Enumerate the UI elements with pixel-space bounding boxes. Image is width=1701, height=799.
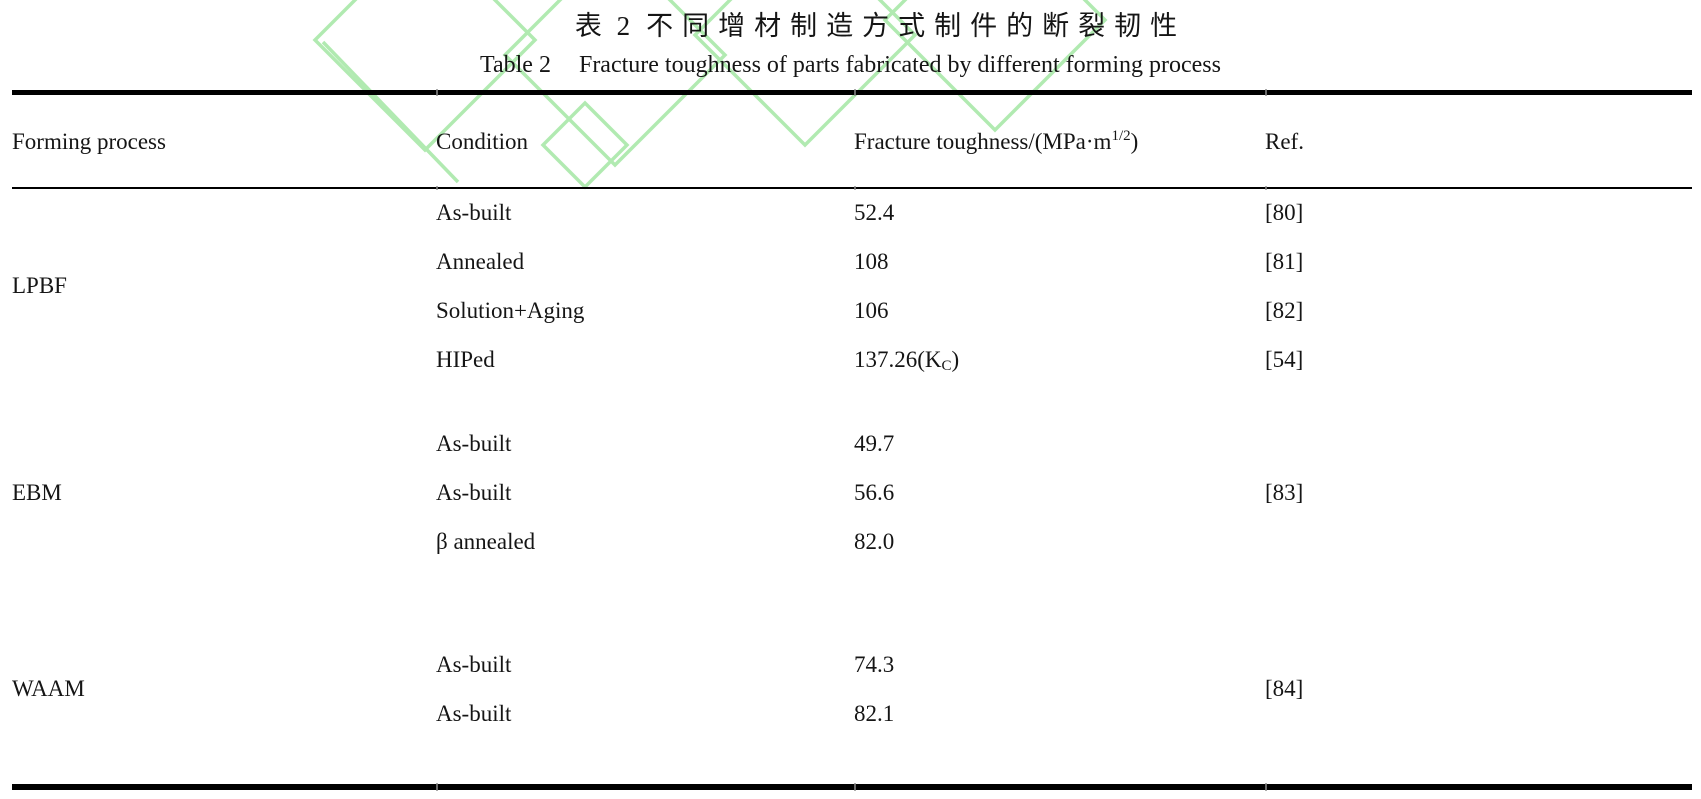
table-label-chinese: 表 2 [574,11,635,41]
condition-cell: HIPed [436,346,495,372]
watermark-diamond [692,0,918,148]
table-row: WAAM As-built 74.3 [84] [12,640,1692,702]
toughness-cell: 137.26(KC) [854,335,1265,384]
column-tick [1265,89,1267,96]
column-tick [1265,186,1267,190]
header-condition: Condition [436,128,529,154]
table-row: β annealed 82.0 [12,517,1692,566]
header-ref: Ref. [1265,128,1304,154]
watermark-diamond [502,0,728,168]
toughness-cell: 108 [854,248,889,274]
table-label-english: Table 2 [480,52,551,78]
ref-cell: [82] [1265,297,1304,323]
toughness-cell: 82.1 [854,700,895,726]
toughness-cell: 49.7 [854,430,895,456]
toughness-value-suffix: ) [951,346,960,372]
table-row: LPBF As-built 52.4 [80] [12,188,1692,299]
ref-cell: [80] [1265,199,1304,225]
condition-cell: As-built [436,199,512,225]
table-row: Solution+Aging 106 [82] [12,286,1692,335]
fracture-toughness-table: Forming process Condition Fracture tough… [12,95,1692,784]
header-toughness-exponent: 1/2 [1111,127,1131,144]
condition-cell: Annealed [436,248,525,274]
header-toughness-suffix: ) [1130,128,1139,154]
table-row: HIPed 137.26(KC) [54] [12,335,1692,384]
spacer-row [12,384,1692,419]
condition-cell: As-built [436,479,512,505]
condition-cell: Solution+Aging [436,297,585,323]
table-top-rule [12,89,1692,96]
toughness-subscript: C [941,357,952,374]
toughness-cell: 56.6 [854,479,895,505]
header-forming-process: Forming process [12,128,166,154]
column-tick [436,89,438,96]
column-tick [1265,783,1267,791]
column-tick [854,89,856,96]
watermark-line [321,40,460,184]
table-title-english: Table 2 Fracture toughness of parts fabri… [30,52,1671,79]
process-cell-lpbf: LPBF [12,273,67,298]
header-fracture-toughness: Fracture toughness/(MPa·m1/2) [854,95,1265,188]
toughness-cell: 52.4 [854,199,895,225]
column-tick [436,186,438,190]
toughness-cell: 82.0 [854,528,895,554]
column-tick [436,783,438,791]
table-header-rule [12,186,1692,190]
watermark-diamond [882,0,1108,133]
table-row: As-built 82.1 [12,689,1692,738]
column-tick [854,783,856,791]
ref-cell: [54] [1265,346,1304,372]
column-tick [854,186,856,190]
toughness-cell: 74.3 [854,651,895,677]
condition-cell: β annealed [436,528,536,554]
ref-cell-group: [84] [1265,676,1304,701]
header-row: Forming process Condition Fracture tough… [12,95,1692,188]
condition-cell: As-built [436,651,512,677]
table-title-chinese: 表 2 不同增材制造方式制件的断裂韧性 [60,4,1701,43]
table-bottom-rule [12,783,1692,791]
ref-cell: [81] [1265,248,1304,274]
table-title-english-text: Fracture toughness of parts fabricated b… [578,52,1221,78]
condition-cell: As-built [436,700,512,726]
table-row: EBM As-built 49.7 [83] [12,419,1692,505]
header-toughness-text: Fracture toughness/(MPa·m [854,128,1112,154]
spacer-row [12,738,1692,784]
spacer-row [12,566,1692,640]
table-title-chinese-text: 不同增材制造方式制件的断裂韧性 [646,11,1187,41]
condition-cell: As-built [436,430,512,456]
table-row: As-built 56.6 [12,468,1692,517]
table-row: Annealed 108 [81] [12,237,1692,286]
ref-cell-group: [83] [1265,479,1304,505]
toughness-value-text: 137.26(K [854,346,942,372]
toughness-cell: 106 [854,297,889,323]
process-cell-waam: WAAM [12,676,85,701]
process-cell-ebm: EBM [12,479,62,505]
